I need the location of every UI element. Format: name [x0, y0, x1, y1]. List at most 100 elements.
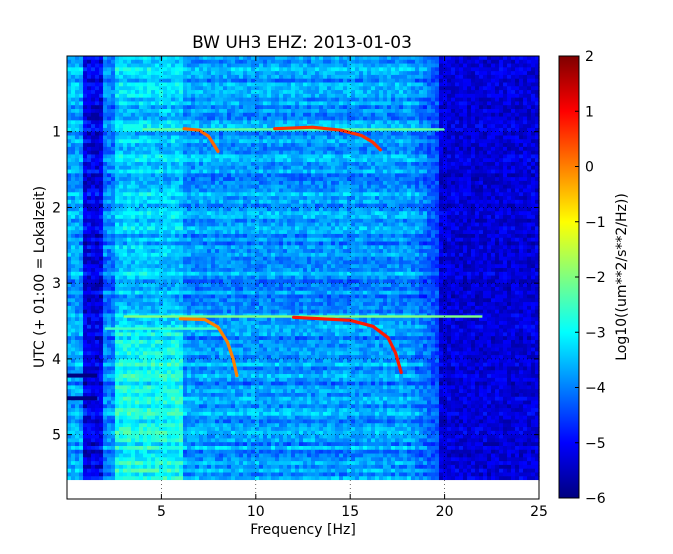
spectrogram-cell — [251, 192, 256, 197]
spectrogram-cell — [431, 131, 436, 137]
spectrogram-cell — [99, 162, 104, 167]
spectrogram-cell — [119, 184, 124, 190]
spectrogram-cell — [427, 196, 432, 201]
spectrogram-cell — [207, 86, 212, 91]
spectrogram-cell — [99, 71, 104, 76]
spectrogram-cell — [379, 131, 384, 137]
spectrogram-cell — [427, 158, 432, 163]
spectrogram-cell — [99, 184, 104, 190]
spectrogram-cell — [407, 131, 412, 137]
spectrogram-cell — [211, 56, 216, 61]
spectrogram-cell — [131, 192, 136, 197]
spectrogram-cell — [235, 177, 240, 182]
spectrogram-cell — [319, 143, 324, 148]
spectrogram-cell — [467, 211, 472, 216]
spectrogram-cell — [275, 63, 280, 68]
spectrogram-cell — [203, 93, 208, 99]
spectrogram-cell — [455, 177, 460, 182]
spectrogram-cell — [255, 67, 260, 72]
spectrogram-cell — [367, 150, 372, 156]
spectrogram-cell — [339, 116, 344, 121]
spectrogram-cell — [139, 143, 144, 148]
spectrogram-cell — [123, 112, 128, 118]
spectrogram-cell — [531, 139, 536, 144]
spectrogram-cell — [79, 165, 84, 171]
spectrogram-cell — [403, 74, 408, 80]
spectrogram-cell — [167, 143, 172, 148]
spectrogram-cell — [91, 165, 96, 171]
spectrogram-cell — [459, 158, 464, 163]
spectrogram-cell — [123, 154, 128, 159]
spectrogram-cell — [463, 105, 468, 110]
spectrogram-cell — [175, 211, 180, 216]
spectrogram-cell — [167, 162, 172, 167]
spectrogram-cell — [463, 150, 468, 156]
spectrogram-cell — [291, 135, 296, 140]
spectrogram-cell — [71, 124, 76, 129]
spectrogram-cell — [471, 135, 476, 140]
spectrogram-cell — [363, 109, 368, 114]
spectrogram-cell — [343, 162, 348, 167]
spectrogram-cell — [407, 184, 412, 190]
spectrogram-cell — [435, 56, 440, 61]
spectrogram-cell — [111, 101, 116, 106]
spectrogram-cell — [527, 127, 532, 133]
spectrogram-cell — [515, 116, 520, 121]
spectrogram-cell — [211, 82, 216, 87]
spectrogram-cell — [167, 101, 172, 106]
spectrogram-cell — [435, 112, 440, 118]
spectrogram-cell — [231, 154, 236, 159]
spectrogram-cell — [323, 86, 328, 91]
spectrogram-cell — [211, 124, 216, 129]
spectrogram-cell — [243, 97, 248, 103]
spectrogram-cell — [139, 188, 144, 193]
spectrogram-cell — [459, 199, 464, 205]
spectrogram-cell — [227, 203, 232, 209]
spectrogram-cell — [411, 112, 416, 118]
spectrogram-cell — [327, 173, 332, 178]
spectrogram-cell — [231, 188, 236, 193]
spectrogram-cell — [219, 86, 224, 91]
spectrogram-cell — [115, 63, 120, 68]
spectrogram-cell — [243, 131, 248, 137]
spectrogram-cell — [431, 90, 436, 95]
spectrogram-cell — [527, 146, 532, 152]
spectrogram-cell — [247, 177, 252, 182]
spectrogram-cell — [99, 154, 104, 159]
spectrogram-cell — [87, 143, 92, 148]
spectrogram-cell — [279, 150, 284, 156]
spectrogram-cell — [183, 59, 188, 65]
spectrogram-cell — [455, 173, 460, 178]
spectrogram-cell — [167, 124, 172, 129]
spectrogram-cell — [263, 162, 268, 167]
spectrogram-cell — [451, 59, 456, 65]
spectrogram-cell — [119, 165, 124, 171]
spectrogram-cell — [407, 162, 412, 167]
spectrogram-cell — [259, 93, 264, 99]
spectrogram-cell — [319, 139, 324, 144]
spectrogram-cell — [439, 71, 444, 76]
spectrogram-cell — [231, 71, 236, 76]
spectrogram-cell — [95, 188, 100, 193]
spectrogram-cell — [415, 135, 420, 140]
spectrogram-cell — [203, 184, 208, 190]
spectrogram-cell — [535, 146, 540, 152]
spectrogram-cell — [75, 63, 80, 68]
spectrogram-cell — [395, 143, 400, 148]
spectrogram-cell — [323, 105, 328, 110]
spectrogram-cell — [291, 97, 296, 103]
spectrogram-cell — [435, 63, 440, 68]
spectrogram-cell — [523, 154, 528, 159]
spectrogram-cell — [83, 93, 88, 99]
spectrogram-cell — [175, 59, 180, 65]
spectrogram-cell — [155, 154, 160, 159]
spectrogram-cell — [87, 162, 92, 167]
spectrogram-cell — [91, 196, 96, 201]
spectrogram-cell — [91, 199, 96, 205]
spectrogram-cell — [123, 78, 128, 84]
spectrogram-cell — [423, 63, 428, 68]
spectrogram-cell — [495, 165, 500, 171]
spectrogram-cell — [139, 203, 144, 209]
spectrogram-cell — [339, 74, 344, 80]
spectrogram-cell — [483, 199, 488, 205]
